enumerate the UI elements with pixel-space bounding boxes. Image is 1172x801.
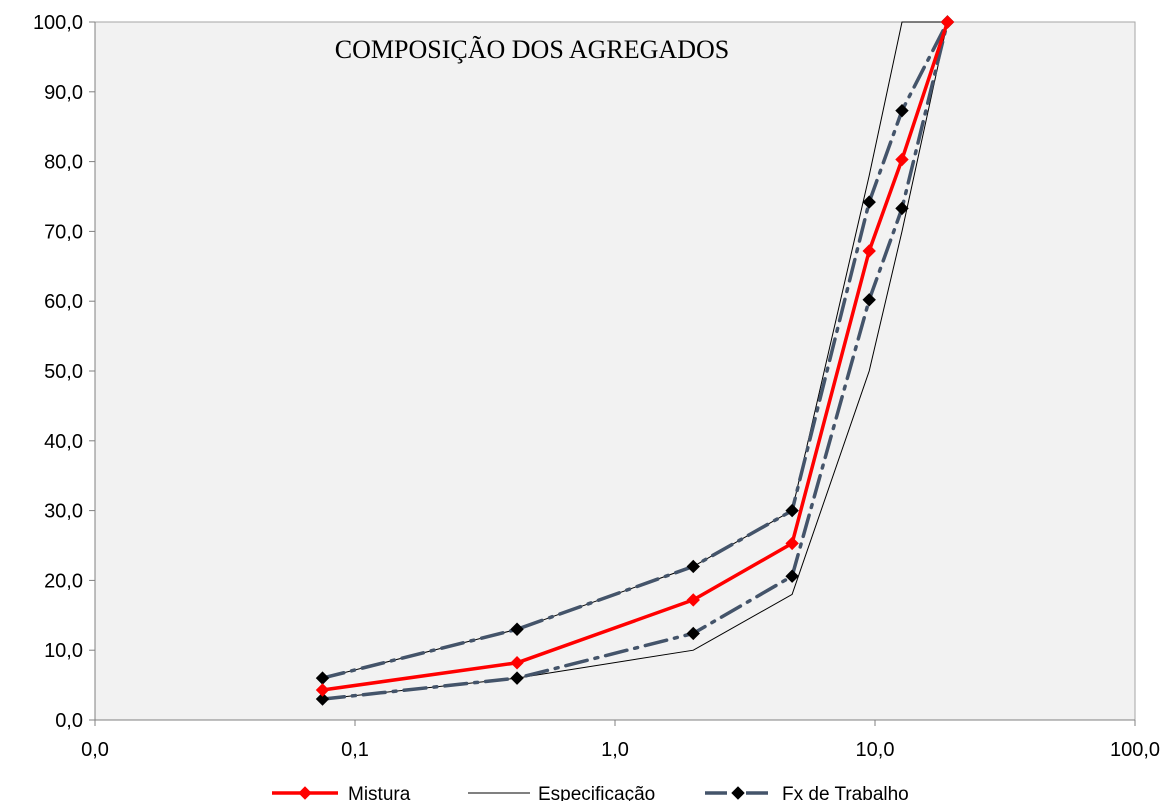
series-point-fx-de-trabalho [510, 671, 524, 685]
series-point-fx-de-trabalho [785, 503, 799, 518]
series-point-mistura [895, 152, 909, 167]
series-point-mistura [785, 536, 799, 551]
y-tick-label: 30,0 [44, 501, 83, 523]
series-point-mistura [315, 683, 330, 697]
y-tick-label: 50,0 [44, 361, 83, 383]
series-layer [315, 15, 955, 706]
x-tick-label: 0,0 [81, 739, 109, 761]
x-tick-label: 1,0 [601, 739, 629, 761]
legend: Mistura Especificação Fx de Trabalho [272, 784, 909, 801]
y-tick-label: 0,0 [55, 710, 83, 732]
y-tick-label: 70,0 [44, 221, 83, 243]
y-tick-label: 80,0 [44, 152, 83, 174]
series-point-mistura [940, 15, 955, 29]
x-tick-label: 0,1 [341, 739, 369, 761]
legend-marker-fx-de-trabalho [731, 786, 745, 800]
x-tick-label: 10,0 [856, 739, 895, 761]
axes-layer: 0,0 10,0 20,0 30,0 40,0 50,0 60,0 70,0 80,0 90,0 1… [33, 12, 1160, 761]
y-tick-label: 100,0 [33, 12, 83, 34]
legend-marker-mistura [298, 786, 312, 800]
y-tick-label: 40,0 [44, 431, 83, 453]
series-point-mistura [862, 244, 876, 258]
plot-area [94, 21, 1136, 721]
series-point-fx-de-trabalho [510, 622, 524, 636]
x-tick-label: 100,0 [1110, 739, 1160, 761]
chart-title: COMPOSIÇÃO DOS AGREGADOS [335, 35, 729, 64]
y-tick-label: 60,0 [44, 291, 83, 313]
legend-label-fx-de-trabalho: Fx de Trabalho [782, 784, 909, 801]
series-point-fx-de-trabalho [686, 626, 700, 641]
legend-label-mistura: Mistura [348, 784, 411, 801]
series-point-fx-de-trabalho [862, 195, 876, 209]
legend-label-especificacao: Especificação [538, 784, 655, 801]
series-point-fx-de-trabalho [895, 201, 909, 216]
y-tick-label: 90,0 [44, 82, 83, 104]
series-point-fx-de-trabalho [862, 293, 876, 307]
series-point-mistura [510, 656, 524, 670]
series-point-fx-de-trabalho [686, 559, 700, 574]
series-point-fx-de-trabalho [785, 569, 799, 583]
series-point-mistura [686, 593, 700, 607]
series-point-fx-de-trabalho [315, 692, 330, 706]
y-tick-label: 10,0 [44, 640, 83, 662]
y-tick-label: 20,0 [44, 570, 83, 592]
series-point-fx-de-trabalho [895, 103, 909, 118]
